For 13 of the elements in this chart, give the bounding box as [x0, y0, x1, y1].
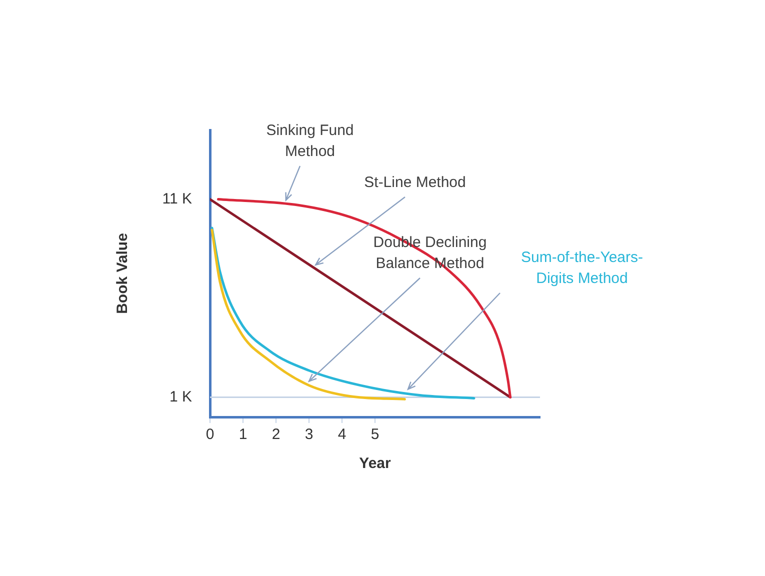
x-tick-label: 2 — [272, 426, 280, 444]
x-tick-label: 0 — [206, 426, 214, 444]
y-axis-title: Book Value — [114, 233, 132, 314]
x-tick-label: 4 — [338, 426, 346, 444]
text: Sinking Fund Method — [266, 122, 354, 160]
y-tick-label: 1 K — [169, 388, 192, 406]
text: Sum-of-the-Years-Digits Method — [521, 249, 643, 288]
x-axis-title: Year — [359, 455, 392, 472]
x-tick-label: 1 — [238, 426, 248, 444]
y-tick-label: 11 K — [162, 190, 192, 208]
x-tick-label: 3 — [304, 426, 314, 444]
text: St-Line Method — [364, 174, 466, 192]
x-tick-label: 5 — [370, 426, 380, 444]
